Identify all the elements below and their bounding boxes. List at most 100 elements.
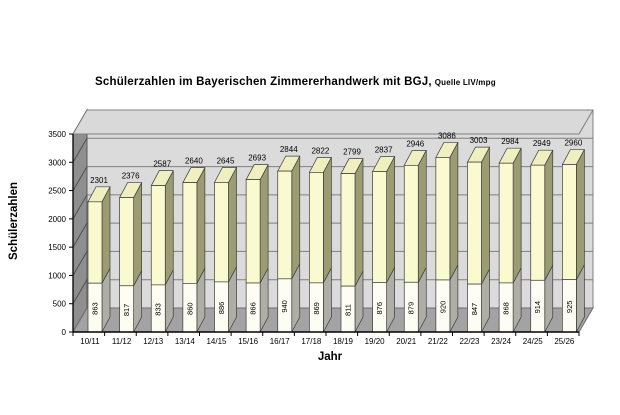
y-tick-label: 3000 xyxy=(48,158,66,167)
bar-bottom-label: 920 xyxy=(438,301,447,314)
bar-front-top-segment xyxy=(277,170,293,280)
left-wall-gridline xyxy=(72,251,88,276)
bar-front-top-segment xyxy=(245,179,261,284)
y-tick-label: 3500 xyxy=(48,130,66,139)
x-tick-label: 17/18 xyxy=(301,337,322,346)
bar-front-top-segment xyxy=(435,157,451,281)
bar-total-label: 2822 xyxy=(311,146,329,155)
x-tick-label: 19/20 xyxy=(365,337,386,346)
bar-bottom-label: 940 xyxy=(280,300,289,313)
bar-bottom-label: 847 xyxy=(470,303,479,316)
bar-bottom-label: 869 xyxy=(312,302,321,315)
bar-top-side xyxy=(259,164,269,284)
bar-bottom-label: 863 xyxy=(91,302,100,315)
bar-top-side xyxy=(417,150,427,283)
bar-total-label: 2984 xyxy=(501,137,519,146)
bar-bottom-label: 833 xyxy=(154,303,163,316)
y-tick-label: 2000 xyxy=(48,215,66,224)
bar-total-label: 2301 xyxy=(90,176,108,185)
bar-front-top-segment xyxy=(150,185,166,286)
bar-front-top-segment xyxy=(340,173,356,287)
bar-top-side xyxy=(544,150,554,281)
bar-total-label: 2949 xyxy=(533,139,551,148)
x-tick-label: 23/24 xyxy=(491,337,512,346)
x-tick-label: 14/15 xyxy=(206,337,227,346)
bar-front-top-segment xyxy=(530,164,546,281)
bar-front-top-segment xyxy=(182,182,198,284)
x-axis-title: Jahr xyxy=(317,351,343,363)
bar-total-label: 2645 xyxy=(217,156,235,165)
bar-total-label: 2799 xyxy=(343,148,361,157)
x-tick-label: 24/25 xyxy=(523,337,544,346)
y-tick-label: 2500 xyxy=(48,187,66,196)
x-tick-label: 10/11 xyxy=(80,337,100,346)
bar-top-side xyxy=(196,167,206,284)
bar-top-side xyxy=(101,186,111,284)
bar-total-label: 2946 xyxy=(406,139,424,148)
bar-front-top-segment xyxy=(309,172,324,284)
chart-title: Schülerzahlen im Bayerischen Zimmererhan… xyxy=(95,76,496,88)
bar-total-label: 2837 xyxy=(375,146,393,155)
bar-total-label: 3086 xyxy=(438,131,456,140)
bar-total-label: 2844 xyxy=(280,145,298,154)
bar-bottom-label: 914 xyxy=(533,301,542,314)
x-tick-label: 13/14 xyxy=(175,337,196,346)
bar-bottom-label: 925 xyxy=(565,301,574,314)
bar-top-side xyxy=(291,155,301,279)
bar-total-label: 3003 xyxy=(470,136,488,145)
x-tick-label: 15/16 xyxy=(238,337,259,346)
bar-top-side xyxy=(576,149,585,280)
y-tick-label: 0 xyxy=(62,328,67,337)
bar-front-top-segment xyxy=(467,161,482,285)
bar-front-top-segment xyxy=(119,197,134,287)
x-tick-label: 12/13 xyxy=(143,337,164,346)
left-wall-gridline xyxy=(72,166,88,191)
left-wall-gridline xyxy=(72,222,88,248)
bar-top-side xyxy=(164,170,174,286)
bar-bottom-label: 811 xyxy=(344,304,353,316)
x-tick-label: 25/26 xyxy=(554,337,575,346)
bar-top-side xyxy=(449,142,459,281)
bar-bottom-label: 876 xyxy=(375,302,384,315)
bar-front-top-segment xyxy=(562,164,577,281)
bar-total-label: 2640 xyxy=(185,157,203,166)
bar-bottom-label: 817 xyxy=(122,304,131,317)
top-face xyxy=(72,109,594,135)
y-tick-label: 500 xyxy=(53,300,67,309)
bar-front-top-segment xyxy=(214,182,229,283)
left-wall-gridline xyxy=(72,138,88,163)
bar-front-top-segment xyxy=(372,171,387,283)
bar-total-label: 2960 xyxy=(564,139,582,148)
left-wall-gridline xyxy=(72,279,88,304)
left-wall-gridline xyxy=(72,194,88,220)
bar-total-label: 2376 xyxy=(122,172,140,181)
y-tick-label: 1000 xyxy=(48,271,66,280)
x-tick-label: 22/23 xyxy=(459,337,480,346)
bar-top-side xyxy=(481,146,490,285)
bar-top-side xyxy=(354,158,364,287)
bar-front-top-segment xyxy=(87,201,103,284)
bar-bottom-label: 860 xyxy=(185,302,194,315)
bar-top-side xyxy=(512,148,522,284)
bar-top-side xyxy=(228,167,237,283)
left-wall xyxy=(72,108,88,334)
bar-total-label: 2693 xyxy=(248,154,266,163)
bar-front-top-segment xyxy=(403,164,419,283)
bar-bottom-label: 879 xyxy=(407,302,416,315)
bar-bottom-label: 886 xyxy=(217,302,226,315)
x-tick-label: 18/19 xyxy=(333,337,354,346)
y-tick-label: 1500 xyxy=(48,243,66,252)
x-tick-label: 21/22 xyxy=(428,337,449,346)
bar-top-side xyxy=(133,182,142,286)
bar-front-top-segment xyxy=(498,162,514,284)
x-tick-label: 11/12 xyxy=(112,337,132,346)
bar-bottom-label: 868 xyxy=(502,302,511,315)
bar-total-label: 2587 xyxy=(153,160,171,169)
bar-bottom-label: 866 xyxy=(249,302,258,315)
x-tick-label: 16/17 xyxy=(270,337,291,346)
bar-top-side xyxy=(386,156,395,283)
x-tick-label: 20/21 xyxy=(396,337,417,346)
bar-top-side xyxy=(323,157,332,284)
